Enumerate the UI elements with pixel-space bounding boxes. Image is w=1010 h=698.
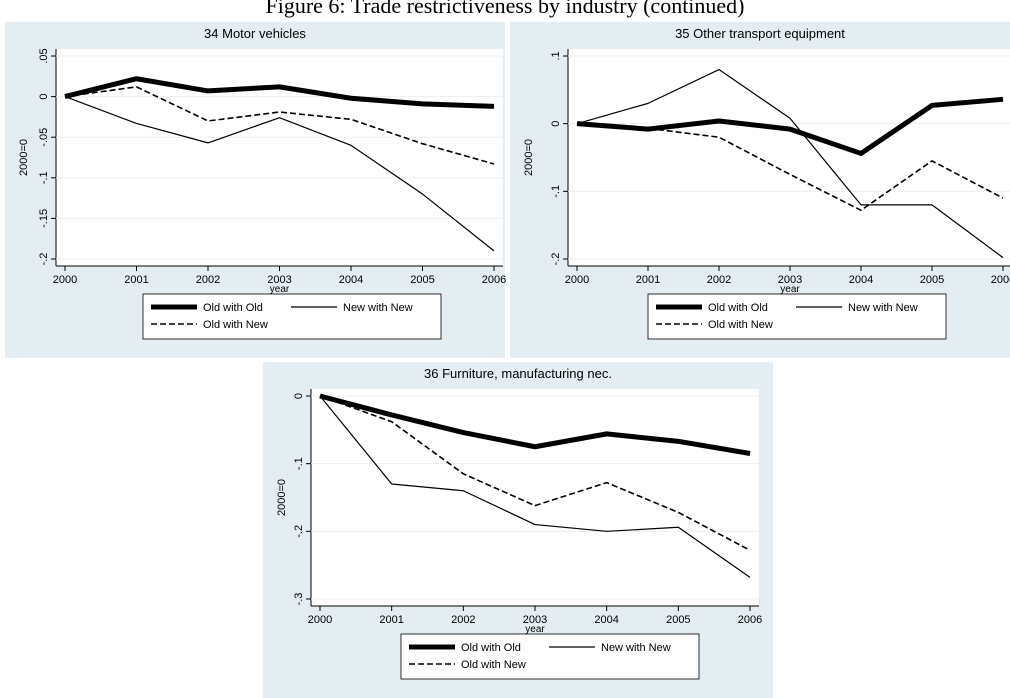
y-tick-label: -.1 (38, 171, 50, 184)
y-axis-label: 2000=0 (276, 479, 288, 516)
y-tick-label: 0 (550, 121, 562, 127)
x-tick-label: 2002 (451, 614, 475, 626)
x-tick-label: 2005 (666, 614, 690, 626)
x-tick-label: 2004 (849, 274, 873, 286)
x-tick-label: 2000 (308, 614, 332, 626)
legend-label: New with New (601, 642, 671, 654)
series-line (319, 393, 751, 456)
legend-box (142, 293, 442, 340)
legend-label: Old with New (708, 319, 773, 331)
series-line (576, 122, 1004, 212)
x-axis-label: year (780, 284, 800, 295)
legend-label: Old with Old (708, 302, 768, 314)
x-tick-label: 2003 (267, 274, 291, 286)
x-tick-label: 2002 (707, 274, 731, 286)
y-tick-label: -.05 (38, 128, 50, 147)
y-tick-label: -.2 (293, 525, 305, 538)
x-tick-label: 2001 (636, 274, 660, 286)
x-tick-label: 2003 (523, 614, 547, 626)
x-axis-label: year (270, 284, 290, 295)
x-tick-label: 2005 (410, 274, 434, 286)
x-tick-label: 2001 (379, 614, 403, 626)
chart: 35 Other transport equipment.10-.1-.2200… (510, 22, 1010, 358)
x-tick-label: 2001 (124, 274, 148, 286)
chart-title: 35 Other transport equipment (675, 26, 845, 41)
y-axis-label: 2000=0 (523, 139, 535, 176)
x-axis-label: year (525, 624, 545, 635)
legend-label: Old with New (461, 659, 526, 671)
y-tick-label: -.15 (38, 209, 50, 228)
plot-area (568, 49, 1010, 266)
x-tick-label: 2006 (991, 274, 1010, 286)
x-tick-label: 2004 (594, 614, 618, 626)
y-tick-label: 0 (38, 94, 50, 100)
y-tick-label: -.2 (38, 253, 50, 266)
legend-label: Old with Old (203, 302, 263, 314)
x-tick-label: 2006 (482, 274, 506, 286)
y-tick-label: -.1 (550, 185, 562, 198)
series-line (576, 68, 1004, 259)
legend-label: New with New (343, 302, 413, 314)
x-tick-label: 2000 (53, 274, 77, 286)
y-tick-label: .05 (38, 48, 50, 63)
series-line (64, 96, 495, 252)
figure-caption: Figure 6: Trade restrictiveness by indus… (265, 0, 744, 18)
series-line (576, 96, 1004, 156)
series-line (319, 395, 751, 578)
legend-box (400, 633, 700, 680)
y-tick-label: -.1 (293, 457, 305, 470)
legend-label: Old with New (203, 319, 268, 331)
legend-box (647, 293, 947, 340)
chart-title: 34 Motor vehicles (204, 26, 306, 41)
x-tick-label: 2005 (920, 274, 944, 286)
y-tick-label: 0 (293, 393, 305, 399)
x-tick-label: 2006 (738, 614, 762, 626)
x-tick-label: 2003 (778, 274, 802, 286)
chart-title: 36 Furniture, manufacturing nec. (424, 366, 612, 381)
x-tick-label: 2002 (196, 274, 220, 286)
legend-label: Old with Old (461, 642, 521, 654)
chart: 36 Furniture, manufacturing nec. 0 -.1 -.2 -… (263, 362, 773, 698)
x-tick-label: 2004 (339, 274, 363, 286)
y-tick-label: .1 (550, 51, 562, 60)
series-line (64, 86, 495, 165)
series-line (64, 76, 495, 109)
x-tick-label: 2000 (565, 274, 589, 286)
y-tick-label: -.3 (293, 593, 305, 606)
series-line (319, 395, 751, 551)
legend-label: New with New (848, 302, 918, 314)
plot-area (311, 389, 759, 606)
y-axis-label: 2000=0 (18, 139, 30, 176)
y-tick-label: -.2 (550, 253, 562, 266)
